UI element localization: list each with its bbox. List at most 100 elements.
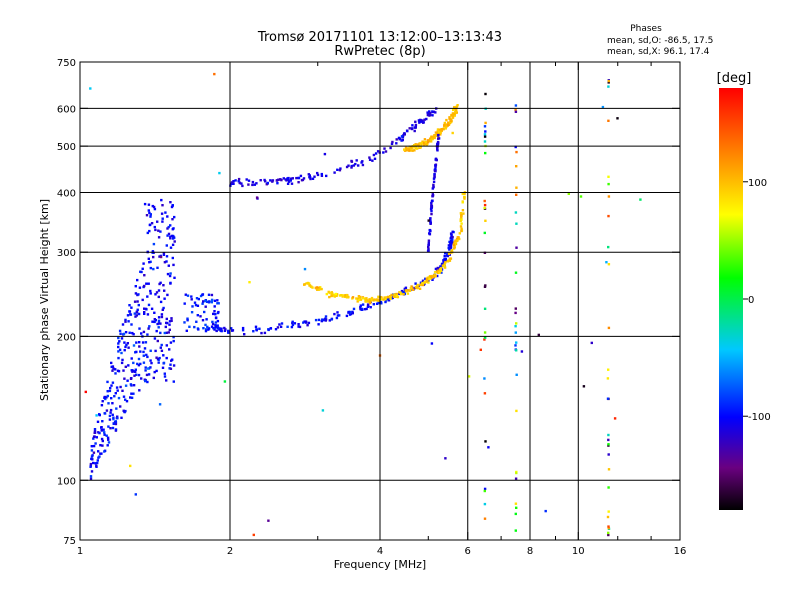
scatter-point (607, 433, 610, 437)
scatter-point (135, 310, 138, 313)
scatter-point (514, 325, 517, 328)
scatter-point (330, 294, 333, 298)
scatter-point (148, 229, 151, 233)
scatter-point (130, 357, 133, 360)
scatter-point (395, 138, 398, 141)
scatter-point (252, 533, 255, 537)
scatter-point (160, 198, 163, 202)
scatter-point (395, 292, 398, 296)
scatter-point (316, 286, 319, 289)
scatter-point (365, 298, 368, 302)
scatter-point (306, 324, 309, 327)
scatter-point (165, 255, 169, 258)
colorbar-tick-label: 0 (748, 295, 754, 306)
scatter-point (607, 81, 610, 84)
scatter-point (122, 395, 126, 398)
scatter-point (308, 284, 312, 287)
scatter-point (205, 318, 208, 321)
y-tick-label: 600 (57, 104, 76, 115)
scatter-point (149, 349, 152, 352)
scatter-point (433, 271, 437, 274)
scatter-point (306, 281, 310, 285)
scatter-point (544, 509, 547, 513)
scatter-point (401, 138, 404, 142)
scatter-point (120, 337, 124, 340)
scatter-point (167, 225, 170, 229)
scatter-point (459, 225, 463, 228)
scatter-point (484, 92, 487, 96)
scatter-point (254, 325, 258, 328)
scatter-point (483, 231, 486, 235)
scatter-point (349, 312, 353, 316)
scatter-point (106, 380, 109, 384)
scatter-point (433, 173, 436, 176)
scatter-point (431, 187, 434, 190)
scatter-point (207, 293, 211, 296)
scatter-point (301, 178, 305, 182)
scatter-point (220, 327, 223, 330)
scatter-point (601, 105, 605, 109)
scatter-point (191, 305, 194, 308)
scatter-point (336, 168, 339, 171)
scatter-point (126, 314, 130, 317)
scatter-point (206, 300, 209, 303)
scatter-point (345, 293, 349, 297)
chart-subtitle: RwPretec (8p) (334, 44, 425, 59)
scatter-point (405, 289, 409, 292)
scatter-point (436, 132, 439, 135)
scatter-point (436, 140, 440, 144)
scatter-point (308, 174, 311, 177)
scatter-point (161, 308, 164, 311)
scatter-point (330, 291, 333, 294)
scatter-point (150, 307, 154, 310)
scatter-point (138, 389, 141, 392)
colorbar-label: [deg] (717, 71, 752, 86)
scatter-point (137, 357, 141, 361)
scatter-point (290, 177, 293, 180)
scatter-point (314, 318, 318, 322)
scatter-point (168, 274, 172, 278)
scatter-point (122, 409, 125, 412)
scatter-point (119, 405, 122, 408)
scatter-point (202, 300, 205, 303)
scatter-point (125, 400, 129, 403)
scatter-point (383, 147, 386, 150)
scatter-point (434, 170, 437, 173)
scatter-point (317, 288, 321, 291)
scatter-point (156, 322, 159, 326)
scatter-point (427, 281, 430, 284)
scatter-point (171, 243, 175, 246)
scatter-point (324, 317, 327, 320)
scatter-point (121, 358, 124, 362)
scatter-point (442, 259, 445, 262)
x-tick-label: 2 (227, 546, 233, 557)
scatter-point (439, 265, 442, 268)
scatter-point (204, 299, 207, 303)
scatter-point (149, 359, 152, 362)
scatter-point (373, 157, 377, 160)
scatter-point (382, 298, 385, 301)
scatter-point (135, 350, 138, 354)
scatter-point (241, 326, 245, 330)
scatter-point (124, 320, 127, 323)
scatter-point (124, 409, 127, 413)
scatter-point (143, 274, 146, 277)
scatter-point (430, 207, 433, 210)
scatter-point (607, 182, 610, 186)
scatter-point (110, 384, 113, 387)
scatter-point (426, 250, 430, 253)
scatter-point (172, 335, 175, 339)
scatter-point (156, 266, 159, 269)
scatter-point (311, 177, 315, 180)
colorbar-ticks: 100 0 -100 (743, 178, 771, 423)
scatter-point (114, 428, 118, 431)
scatter-point (224, 328, 227, 331)
scatter-point (117, 396, 121, 400)
scatter-point (432, 185, 435, 189)
scatter-point (132, 344, 136, 347)
scatter-point (203, 310, 206, 314)
scatter-point (217, 302, 220, 305)
scatter-point (159, 230, 162, 233)
scatter-point (398, 292, 401, 296)
scatter-point (454, 110, 457, 114)
